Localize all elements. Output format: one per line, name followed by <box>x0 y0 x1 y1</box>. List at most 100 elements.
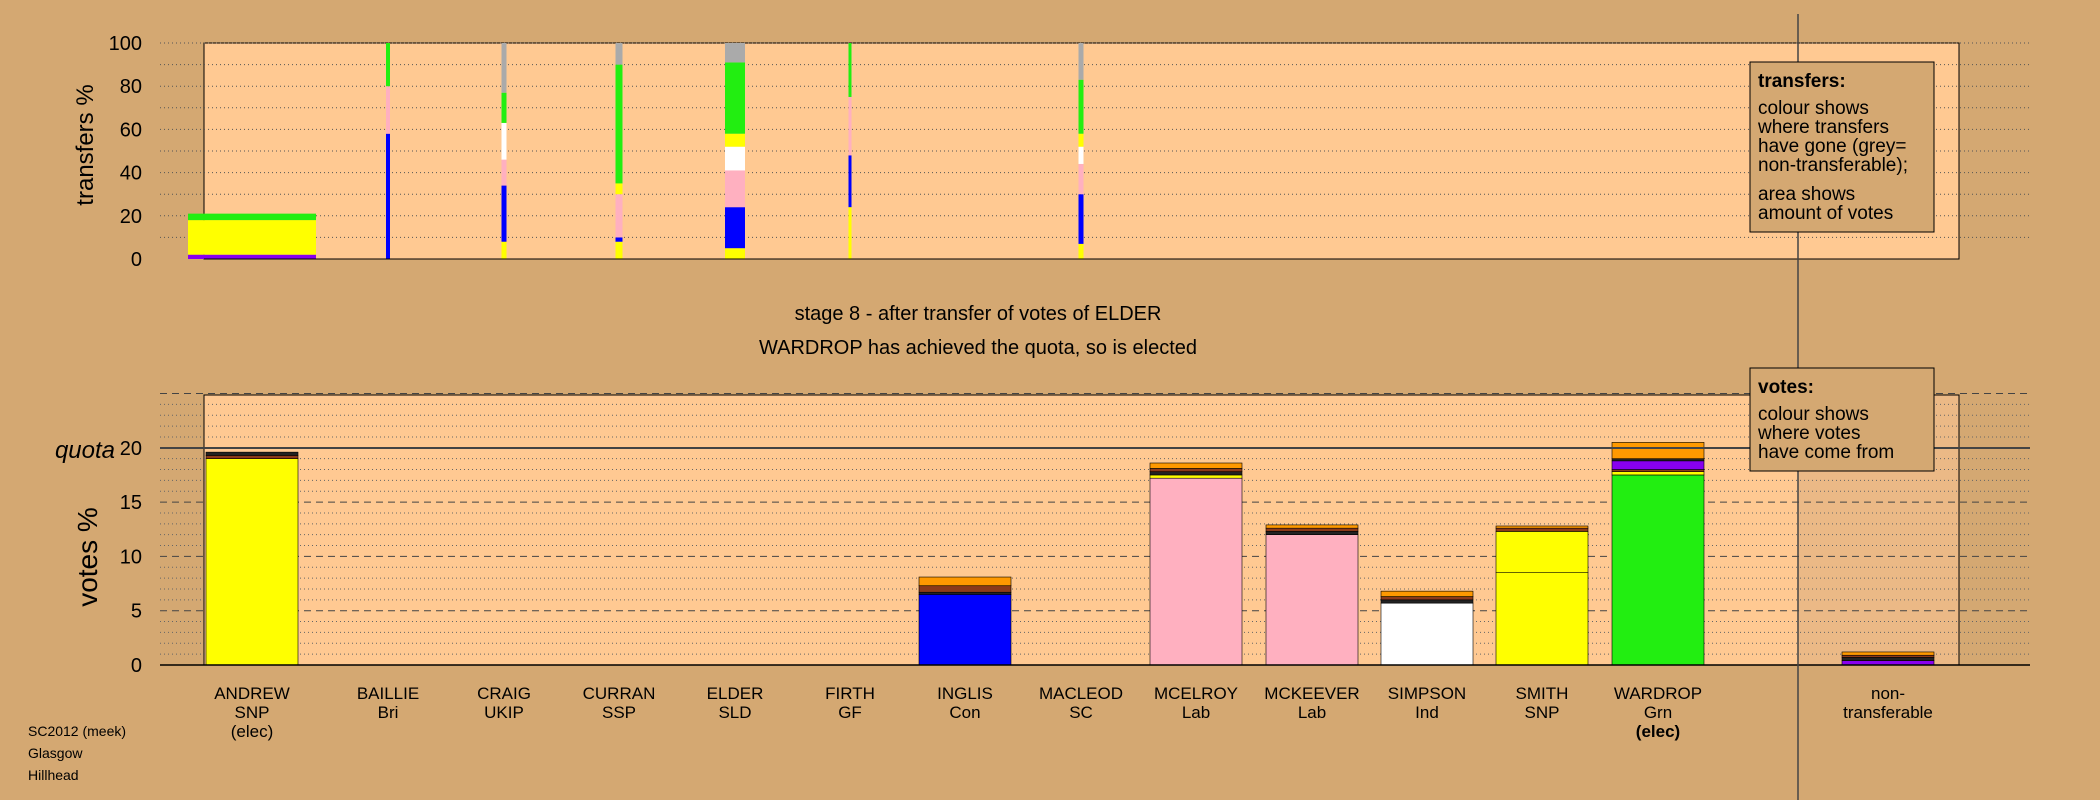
transfer-segment <box>386 43 390 87</box>
transfers-tick-label: 20 <box>120 206 142 228</box>
votes-legend-title: votes: <box>1758 377 1814 398</box>
transfers-y-axis: 0 20 40 60 80 100 <box>109 33 142 271</box>
transfer-segment <box>848 97 852 156</box>
transfer-segment <box>615 194 623 238</box>
vote-segment <box>1841 654 1935 658</box>
transfers-legend-line: colour shows <box>1758 98 1869 119</box>
vote-segment <box>205 451 299 456</box>
candidate-party-label: Con <box>949 703 980 722</box>
transfers-axis-title: transfers % <box>72 84 99 205</box>
transfer-segment <box>501 92 507 123</box>
vote-segment <box>1380 599 1474 604</box>
candidate-name-label: BAILLIE <box>357 684 419 703</box>
vote-segment <box>205 455 299 459</box>
votes-legend-line: colour shows <box>1758 404 1869 425</box>
quota-label: quota <box>55 437 115 464</box>
transfer-segment <box>848 43 852 97</box>
transfer-segment <box>501 185 507 242</box>
vote-segment <box>1841 657 1935 661</box>
transfer-segment <box>1078 133 1084 147</box>
transfers-legend-line: amount of votes <box>1758 203 1893 224</box>
votes-tick-label: 20 <box>120 438 142 460</box>
candidate-name-label: FIRTH <box>825 684 875 703</box>
vote-segment <box>1149 474 1243 479</box>
candidate-party-label: GF <box>838 703 862 722</box>
candidate-party-label: Bri <box>378 703 399 722</box>
transfer-segment <box>615 183 623 195</box>
candidate-party-label: SNP <box>1525 703 1560 722</box>
candidate-name-label: ELDER <box>707 684 764 703</box>
vote-segment <box>1380 590 1474 597</box>
candidate-party-label: Lab <box>1298 703 1326 722</box>
transfers-tick-label: 0 <box>131 249 142 271</box>
transfer-segment <box>725 207 745 249</box>
transfers-bars <box>188 43 1084 259</box>
transfer-segment <box>725 146 745 171</box>
candidate-elected-label: (elec) <box>231 722 274 741</box>
candidate-party-label: transferable <box>1843 703 1933 722</box>
votes-axis-title: votes % <box>72 507 103 607</box>
transfers-legend-line: area shows <box>1758 184 1855 205</box>
transfer-segment <box>501 241 507 259</box>
transfer-segment <box>386 86 390 134</box>
transfers-legend: transfers: colour shows where transfers … <box>1749 61 1935 233</box>
transfers-legend-line: have gone (grey= <box>1758 136 1906 157</box>
vote-segment <box>1611 458 1705 462</box>
transfer-segment <box>848 207 852 259</box>
vote-segment <box>1380 602 1474 666</box>
candidate-name-label: non- <box>1871 684 1905 703</box>
vote-segment <box>1265 524 1359 529</box>
transfer-segment <box>725 170 745 208</box>
votes-tick-label: 0 <box>131 655 142 677</box>
candidate-name-label: SIMPSON <box>1388 684 1466 703</box>
transfer-segment <box>615 237 623 242</box>
vote-segment <box>1611 471 1705 476</box>
vote-segment <box>1611 460 1705 470</box>
vote-segment <box>205 458 299 666</box>
votes-bars <box>205 442 1935 666</box>
candidate-name-label: MACLEOD <box>1039 684 1123 703</box>
votes-legend-line: have come from <box>1758 442 1894 463</box>
transfer-segment <box>501 43 507 93</box>
vote-segment <box>1495 527 1589 532</box>
vote-segment <box>1149 477 1243 666</box>
transfers-legend-title: transfers: <box>1758 71 1846 92</box>
candidate-name-label: WARDROP <box>1614 684 1702 703</box>
transfer-segment <box>188 213 316 221</box>
votes-tick-label: 5 <box>131 601 142 623</box>
transfer-segment <box>188 220 316 255</box>
vote-segment <box>1265 534 1359 666</box>
candidate-party-label: Grn <box>1644 703 1672 722</box>
footer-election: SC2012 (meek) <box>28 723 126 739</box>
transfers-legend-line: non-transferable); <box>1758 155 1908 176</box>
transfers-tick-label: 80 <box>120 76 142 98</box>
transfers-legend-line: where transfers <box>1757 117 1889 138</box>
candidate-name-label: MCKEEVER <box>1264 684 1359 703</box>
candidate-party-label: Ind <box>1415 703 1439 722</box>
transfer-segment <box>501 159 507 186</box>
transfer-segment <box>1078 194 1084 244</box>
footer-ward: Hillhead <box>28 767 79 783</box>
candidate-elected-label: (elec) <box>1636 722 1680 741</box>
candidate-party-label: UKIP <box>484 703 524 722</box>
vote-segment <box>1495 572 1589 666</box>
elected-caption: WARDROP has achieved the quota, so is el… <box>759 337 1197 359</box>
vote-segment <box>1841 651 1935 656</box>
vote-segment <box>918 585 1012 593</box>
vote-segment <box>1611 469 1705 472</box>
transfer-segment <box>725 133 745 147</box>
vote-segment <box>1149 468 1243 472</box>
transfers-tick-label: 100 <box>109 33 142 55</box>
votes-tick-label: 15 <box>120 492 142 514</box>
vote-segment <box>1149 471 1243 476</box>
transfers-tick-label: 40 <box>120 163 142 185</box>
footer-council: Glasgow <box>28 745 83 761</box>
candidate-name-label: CURRAN <box>583 684 656 703</box>
transfer-segment <box>725 248 745 259</box>
vote-segment <box>1495 531 1589 573</box>
transfer-segment <box>188 254 316 259</box>
transfer-segment <box>615 64 623 184</box>
transfer-segment <box>501 122 507 160</box>
candidate-party-label: SSP <box>602 703 636 722</box>
